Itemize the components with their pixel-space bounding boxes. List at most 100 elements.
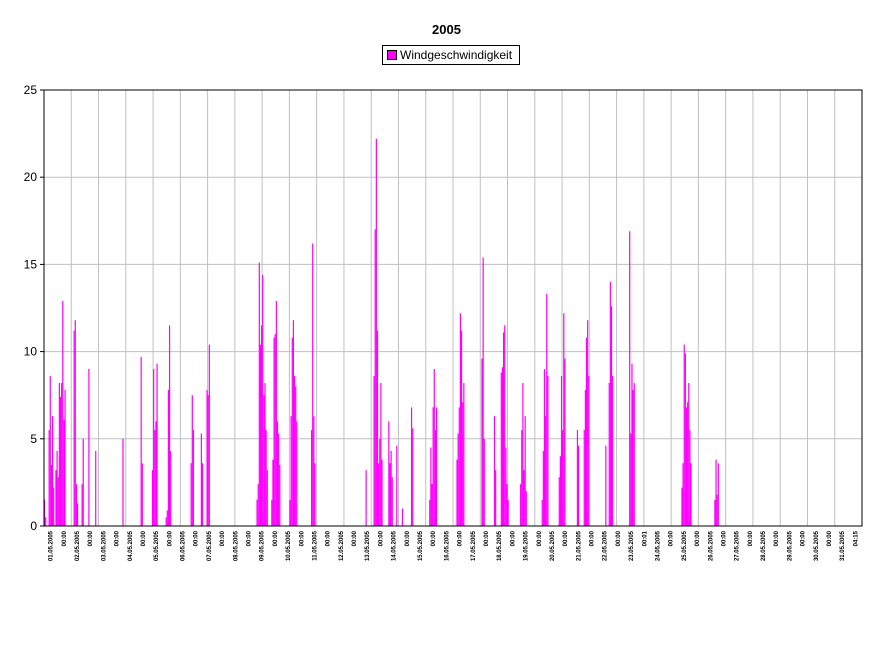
wind-bar	[456, 459, 458, 526]
wind-bar	[389, 463, 391, 526]
wind-bar	[373, 376, 375, 526]
wind-bar	[588, 376, 590, 526]
wind-bar	[716, 494, 718, 526]
x-tick-label: 00:00	[774, 530, 780, 546]
wind-bar	[576, 430, 579, 526]
wind-bar	[524, 416, 526, 526]
x-tick-label: 08.05.2005	[233, 530, 239, 561]
wind-bar	[457, 433, 459, 526]
wind-bar	[57, 477, 59, 526]
wind-bar	[295, 386, 297, 526]
wind-bar	[271, 499, 273, 526]
wind-bar	[563, 313, 565, 526]
wind-bar	[521, 430, 523, 526]
wind-bar	[507, 499, 509, 526]
x-tick-label: 10.05.2005	[286, 530, 292, 561]
wind-bar	[633, 382, 635, 526]
x-tick-label: 00:00	[537, 530, 543, 546]
wind-bar	[48, 430, 50, 526]
legend-label: Windgeschwindigkeit	[400, 48, 513, 62]
wind-bar	[683, 344, 685, 526]
wind-bar	[207, 395, 209, 526]
wind-bar	[717, 463, 719, 526]
x-tick-label: 00:00	[220, 530, 226, 546]
wind-bar	[390, 451, 392, 526]
x-tick-label: 15.05.2005	[418, 530, 424, 561]
wind-bar	[396, 445, 398, 526]
wind-bar	[520, 484, 522, 526]
wind-bar	[61, 382, 63, 526]
wind-bar	[50, 464, 53, 526]
wind-bar	[58, 382, 60, 526]
x-tick-label: 23.05.2005	[629, 530, 635, 561]
wind-bar	[88, 369, 90, 526]
x-tick-label: 02.05.2005	[75, 530, 81, 561]
x-tick-label: 00:00	[801, 530, 807, 546]
wind-bar	[74, 320, 76, 526]
wind-bar	[412, 428, 414, 526]
x-tick-label: 19.05.2005	[524, 530, 530, 561]
x-tick-label: 05.05.2005	[154, 530, 160, 561]
wind-bar	[290, 416, 292, 526]
wind-bar	[545, 416, 547, 526]
wind-bar	[272, 459, 274, 526]
wind-bar	[275, 301, 277, 526]
wind-bar	[376, 330, 379, 526]
x-tick-label: 00:00	[721, 530, 727, 546]
wind-bar	[577, 445, 580, 526]
x-tick-label: 24.05.2005	[656, 530, 662, 561]
wind-bar	[167, 389, 170, 526]
wind-bar	[313, 416, 315, 526]
wind-bar	[166, 510, 168, 526]
wind-bar	[493, 416, 496, 526]
wind-bar	[168, 325, 171, 526]
legend-swatch	[387, 50, 397, 60]
wind-bar	[523, 470, 525, 526]
wind-bar	[522, 382, 524, 526]
wind-bar	[291, 337, 293, 526]
x-tick-label: 00:00	[141, 530, 147, 546]
wind-bar	[200, 433, 202, 526]
x-tick-label: 00:00	[484, 530, 490, 546]
wind-bar	[632, 389, 634, 526]
x-tick-label: 00:00	[827, 530, 833, 546]
wind-bar	[608, 382, 610, 526]
wind-bar	[273, 337, 275, 526]
wind-bar	[605, 445, 607, 526]
wind-bar	[312, 243, 314, 527]
x-tick-label: 01.05.2005	[49, 530, 55, 561]
wind-bar	[310, 430, 313, 526]
wind-bar	[122, 438, 124, 526]
wind-bar	[208, 344, 210, 526]
wind-bar	[585, 337, 588, 526]
wind-bar	[279, 464, 281, 526]
wind-bar	[546, 294, 548, 526]
wind-bar	[609, 281, 611, 526]
x-tick-label: 00:00	[88, 530, 94, 546]
wind-bar	[689, 430, 691, 526]
x-tick-label: 27.05.2005	[735, 530, 741, 561]
wind-bar	[274, 334, 276, 526]
wind-bar	[264, 382, 266, 526]
x-tick-label: 00:00	[378, 530, 384, 546]
wind-bar	[391, 477, 393, 526]
wind-bar	[153, 369, 155, 526]
wind-bar	[73, 330, 75, 526]
y-tick-label: 10	[24, 345, 38, 359]
wind-bar	[289, 499, 291, 526]
x-tick-label: 00:00	[352, 530, 358, 546]
wind-bar	[558, 477, 560, 526]
wind-bar	[256, 499, 258, 526]
wind-bar	[374, 229, 376, 526]
wind-bar	[631, 363, 633, 526]
y-tick-label: 25	[24, 83, 38, 97]
x-tick-label: 16.05.2005	[444, 530, 450, 561]
wind-bar	[506, 484, 508, 526]
wind-bar	[463, 382, 465, 526]
x-tick-label: 00:00	[405, 530, 411, 546]
wind-bar	[262, 274, 264, 526]
wind-bar	[560, 376, 563, 526]
wind-bar	[95, 451, 97, 526]
wind-bar	[375, 138, 377, 526]
